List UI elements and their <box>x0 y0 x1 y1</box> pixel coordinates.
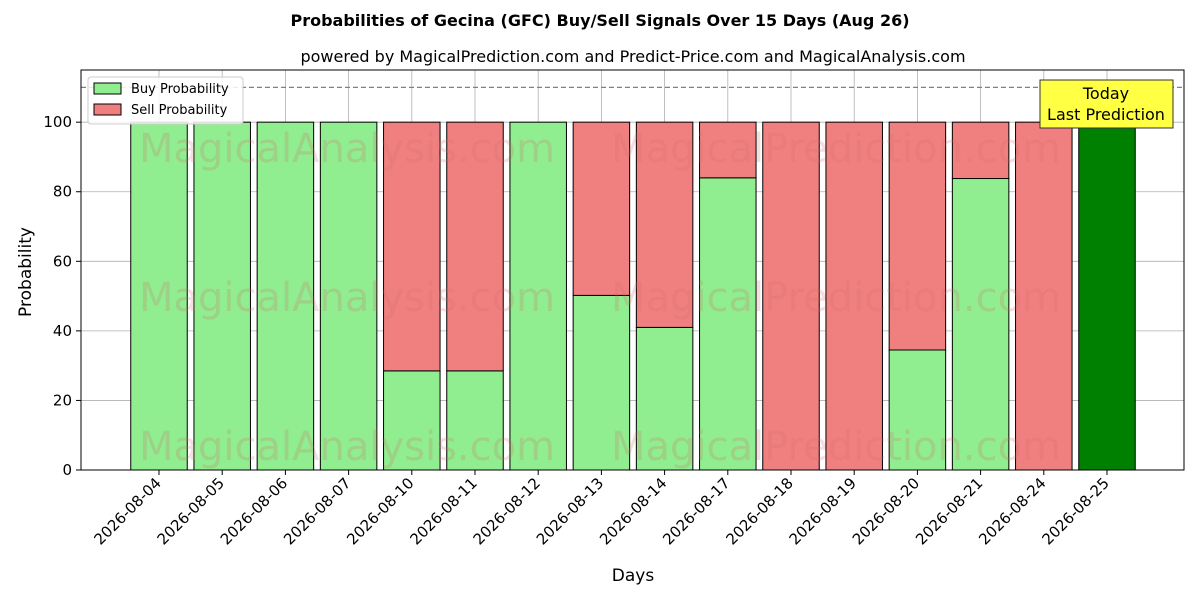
watermark-text: MagicalAnalysis.com <box>139 126 555 172</box>
y-tick-label: 100 <box>43 113 72 131</box>
y-tick-label: 20 <box>53 391 72 409</box>
buy-bar <box>383 370 441 471</box>
buy-bar <box>509 121 567 471</box>
watermark-text: MagicalPrediction.com <box>611 126 1061 172</box>
annotation-text: Today <box>1082 84 1129 103</box>
legend-label: Buy Probability <box>131 82 229 97</box>
annotation-text: Last Prediction <box>1047 105 1165 124</box>
watermark-text: MagicalAnalysis.com <box>139 275 555 321</box>
bars-layer <box>130 121 1136 471</box>
sell-bar <box>446 121 504 372</box>
legend-swatch <box>93 103 122 116</box>
sell-bar <box>951 121 1010 180</box>
sell-bar <box>825 121 883 471</box>
y-tick-label: 80 <box>53 183 72 201</box>
sell-bar <box>572 121 631 296</box>
watermark-text: MagicalPrediction.com <box>611 424 1061 470</box>
legend-swatch <box>93 82 122 95</box>
sell-bar <box>383 121 441 372</box>
y-axis-label: Probability <box>16 227 36 317</box>
buy-bar <box>951 178 1010 471</box>
watermark-text: MagicalAnalysis.com <box>139 424 555 470</box>
chart-subtitle: powered by MagicalPrediction.com and Pre… <box>300 47 965 66</box>
today-annotation: Today Last Prediction <box>1039 79 1174 129</box>
x-axis-label: Days <box>612 566 655 586</box>
sell-bar <box>635 121 694 328</box>
sell-bar <box>1015 121 1073 471</box>
legend: Buy Probability Sell Probability <box>87 76 244 125</box>
y-tick-label: 60 <box>53 252 72 270</box>
legend-label: Sell Probability <box>131 103 228 118</box>
buy-bar <box>319 121 378 471</box>
plot-frame <box>80 69 1185 471</box>
sell-bar <box>888 121 947 351</box>
y-tick-label: 40 <box>53 322 72 340</box>
chart-title: Probabilities of Gecina (GFC) Buy/Sell S… <box>290 11 909 30</box>
sell-bar <box>699 121 757 179</box>
buy-bar <box>446 370 504 471</box>
watermark-text: MagicalPrediction.com <box>611 275 1061 321</box>
annotation-box <box>1039 79 1174 129</box>
sell-bar <box>762 121 820 471</box>
legend-box <box>87 76 244 125</box>
buy-bar <box>699 177 757 471</box>
watermark-layer: MagicalAnalysis.com MagicalPrediction.com… <box>139 126 1061 470</box>
buy-bar <box>1078 121 1136 471</box>
y-tick-label: 0 <box>62 461 72 479</box>
